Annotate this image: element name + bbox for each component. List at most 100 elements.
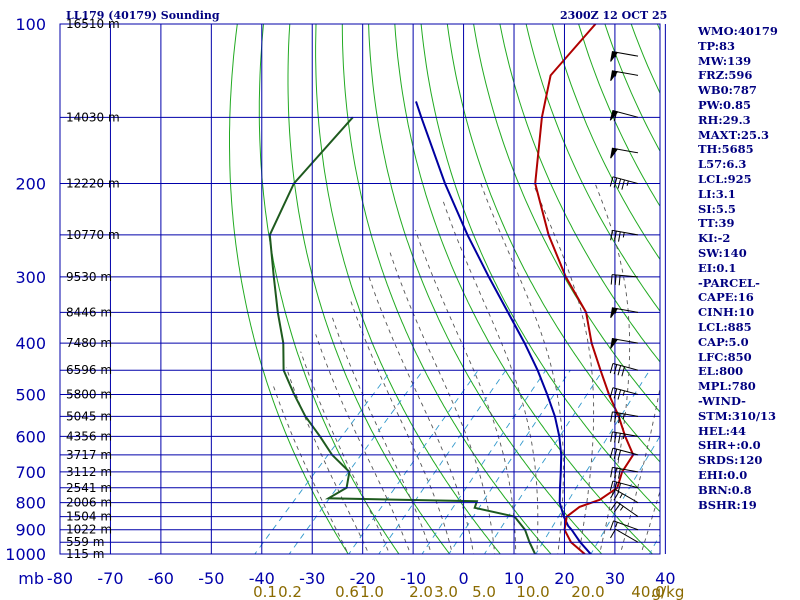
wind-barb-half-feather: [614, 52, 617, 58]
wind-barb-feather: [610, 528, 616, 539]
parcel-trace: [415, 101, 592, 554]
dry-adiabat: [499, 24, 660, 363]
wind-barb-half-feather: [626, 180, 629, 186]
indices-panel: WMO:40179 TP:83 MW:139 FRZ:596 WB0:787 P…: [698, 24, 798, 512]
temperature-tick-label: -40: [249, 569, 275, 588]
moist-adiabat: [368, 276, 474, 554]
mixing-ratio-line: [288, 369, 424, 554]
wind-header: -WIND-: [698, 393, 746, 408]
wind-barb-feather: [621, 366, 625, 377]
temperature-tick-label: -30: [299, 569, 325, 588]
index-rh: RH:29.3: [698, 112, 751, 127]
wind-barb: [610, 307, 639, 318]
pressure-tick-label: 200: [15, 175, 46, 194]
index-stm: STM:310/13: [698, 408, 777, 423]
mixing-ratio-line: [254, 369, 392, 554]
dry-adiabat: [525, 24, 660, 312]
wind-barb-half-feather: [615, 522, 618, 528]
index-bshr: BSHR:19: [698, 497, 757, 512]
index-th: TH:5685: [698, 142, 754, 157]
wind-barb-feather: [618, 231, 621, 242]
height-label: 10770 m: [66, 228, 120, 242]
wind-barb-half-feather: [619, 505, 624, 511]
dry-adiabat: [420, 24, 660, 513]
index-cinh: CINH:10: [698, 305, 755, 320]
temperature-tick-label: 40: [655, 569, 675, 588]
parcel-header: -PARCEL-: [698, 275, 760, 290]
wind-barb: [609, 109, 639, 122]
wind-barb-feather: [613, 111, 618, 122]
wind-barb: [610, 147, 639, 159]
wind-barb: [610, 229, 639, 242]
mixing-ratio-label: 40.0: [631, 583, 664, 600]
wind-barb-feather: [610, 431, 613, 442]
wind-barb-flag: [610, 147, 619, 159]
height-label: 8446 m: [66, 305, 112, 319]
wind-barb: [609, 387, 639, 400]
moist-adiabat: [480, 183, 564, 554]
mixing-ratio-label: 3.0: [434, 583, 458, 600]
height-label: 16510 m: [66, 17, 120, 31]
height-label: 2541 m: [66, 481, 112, 495]
moist-adiabat: [415, 230, 517, 554]
index-el: EL:800: [698, 364, 744, 379]
dry-adiabat: [446, 24, 660, 463]
wind-barb-staff: [615, 528, 639, 543]
index-parcel-lcl: LCL:885: [698, 319, 752, 334]
height-label: 559 m: [66, 535, 104, 549]
index-lcl: LCL:925: [698, 171, 752, 186]
pressure-tick-label: 300: [15, 268, 46, 287]
index-li: LI:3.1: [698, 186, 736, 201]
wind-barb: [610, 51, 639, 62]
wind-barb-feather: [617, 482, 622, 493]
temperature-tick-label: -70: [97, 569, 123, 588]
wind-barb: [609, 447, 639, 460]
temperature-trace: [534, 24, 635, 554]
pressure-tick-label: 1000: [5, 545, 46, 564]
wind-barb: [610, 528, 639, 543]
dry-adiabat: [258, 24, 400, 554]
moist-adiabat: [442, 200, 539, 554]
index-ehi: EHI:0.0: [698, 467, 748, 482]
wind-barb-flag: [609, 109, 619, 121]
wind-barb-feather: [613, 481, 618, 492]
pressure-tick-label: 600: [15, 427, 46, 446]
wind-barb-feather: [609, 387, 614, 398]
wind-barb-feather: [617, 450, 622, 460]
mixing-ratio-label: 2.0: [409, 583, 433, 600]
temperature-tick-label: 20: [554, 569, 574, 588]
height-label: 4356 m: [66, 429, 112, 443]
wind-barb-feather: [613, 449, 618, 459]
pressure-tick-label: 900: [15, 521, 46, 540]
mixing-ratio-line: [348, 369, 479, 554]
wind-barb-feather: [609, 363, 614, 374]
wind-barb-feather: [610, 467, 613, 478]
moist-adiabat: [640, 489, 660, 554]
wind-barb-feather: [609, 447, 614, 458]
wind-barb-feather: [614, 412, 617, 423]
pressure-tick-label: 800: [15, 494, 46, 513]
wind-barb-feather: [613, 503, 621, 513]
wind-barb: [610, 411, 639, 424]
pressure-tick-label: 100: [15, 15, 46, 34]
wind-barb: [609, 520, 639, 531]
wind-barb: [610, 431, 639, 444]
dry-adiabat: [394, 24, 654, 554]
height-label: 5045 m: [66, 409, 112, 423]
height-label: 1504 m: [66, 510, 112, 524]
chart-title: LL179 (40179) Sounding: [66, 9, 220, 22]
wind-barb-half-feather: [622, 433, 625, 439]
wind-barb-feather: [610, 411, 613, 422]
wind-barb-feather: [617, 389, 622, 400]
wind-barb-feather: [609, 520, 615, 531]
dry-adiabat: [229, 24, 349, 554]
wind-barb: [610, 501, 639, 518]
index-brn: BRN:0.8: [698, 482, 752, 497]
index-frz: FRZ:596: [698, 68, 753, 83]
height-label: 12220 m: [66, 177, 120, 191]
moist-adiabat: [594, 183, 631, 554]
temperature-tick-label: -60: [148, 569, 174, 588]
height-label: 3717 m: [66, 448, 112, 462]
wind-barb-feather: [614, 467, 617, 479]
height-label: 14030 m: [66, 110, 120, 124]
